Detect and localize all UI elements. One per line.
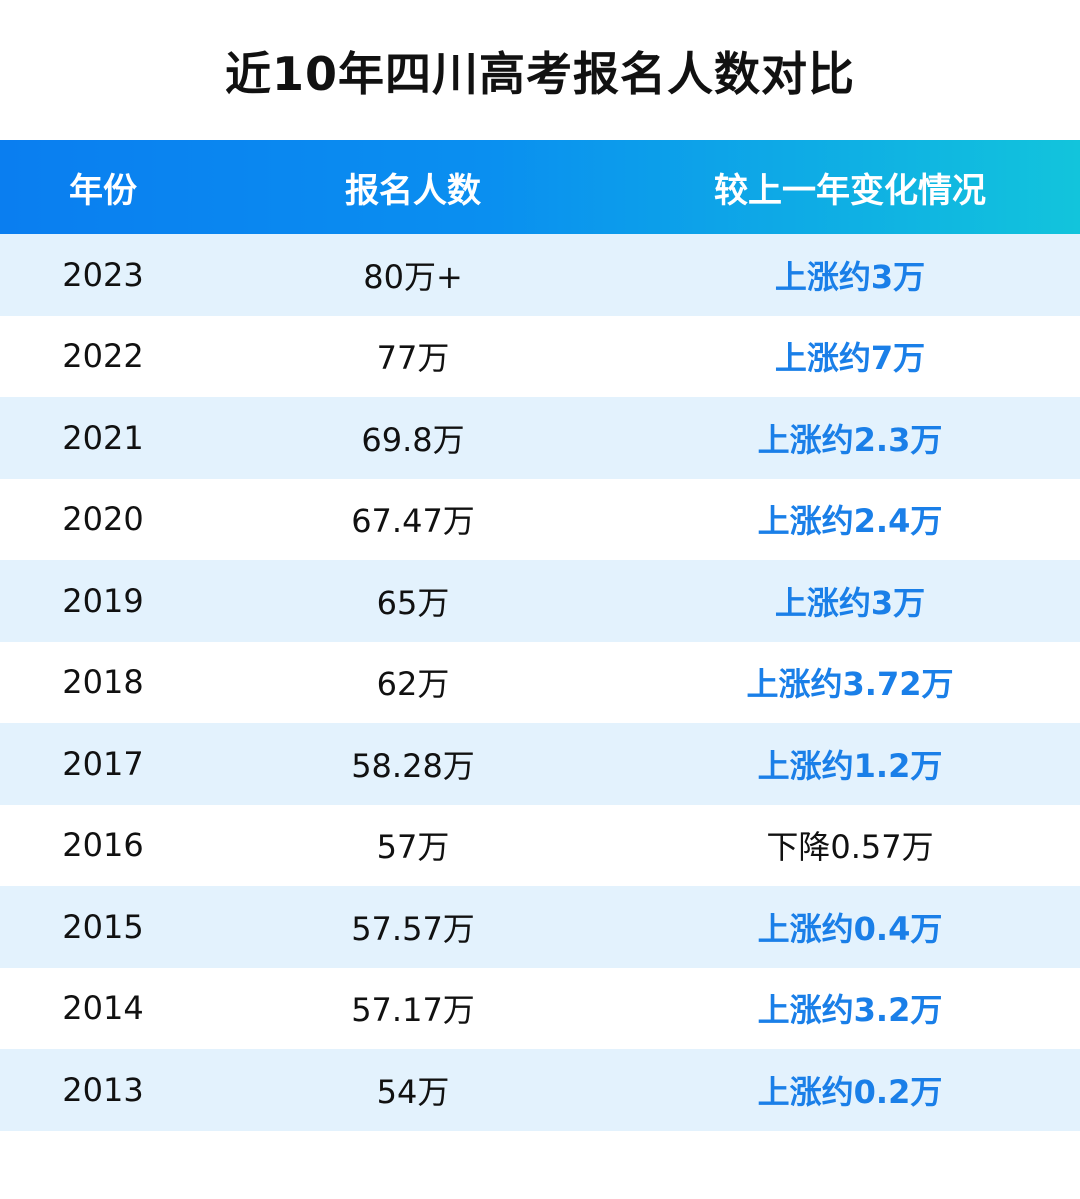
count-cell: 80万+ (363, 257, 463, 296)
change-cell: 上涨约0.2万 (757, 1072, 943, 1111)
count-cell: 69.8万 (361, 420, 465, 459)
year-cell: 2013 (62, 1070, 144, 1109)
header-count: 报名人数 (345, 170, 481, 211)
count-cell: 57.57万 (351, 909, 475, 948)
year-cell: 2017 (62, 744, 144, 783)
change-cell: 上涨约2.3万 (757, 420, 943, 459)
change-cell: 上涨约7万 (774, 339, 926, 378)
count-cell: 65万 (376, 583, 450, 622)
year-cell: 2020 (62, 500, 144, 539)
table-header-row: 年份 报名人数 较上一年变化情况 (0, 140, 1080, 234)
header-year: 年份 (69, 170, 137, 211)
change-cell: 上涨约0.4万 (757, 909, 943, 948)
count-cell: 57万 (376, 828, 450, 867)
change-cell: 上涨约3.72万 (746, 665, 954, 704)
table-row: 2018 62万 上涨约3.72万 (0, 641, 1080, 723)
year-cell: 2021 (62, 418, 144, 457)
table-row: 2016 57万 下降0.57万 (0, 804, 1080, 886)
count-cell: 58.28万 (351, 746, 475, 785)
registration-table: 年份 报名人数 较上一年变化情况 2023 80万+ 上涨约3万 2022 77… (0, 140, 1080, 1131)
year-cell: 2019 (62, 581, 144, 620)
table-row: 2022 77万 上涨约7万 (0, 315, 1080, 397)
table-row: 2023 80万+ 上涨约3万 (0, 234, 1080, 316)
table-row: 2020 67.47万 上涨约2.4万 (0, 478, 1080, 560)
count-cell: 54万 (376, 1072, 450, 1111)
change-cell: 上涨约3.2万 (757, 991, 943, 1030)
table-row: 2015 57.57万 上涨约0.4万 (0, 886, 1080, 968)
table-row: 2019 65万 上涨约3万 (0, 560, 1080, 642)
table-row: 2013 54万 上涨约0.2万 (0, 1049, 1080, 1131)
table-row: 2021 69.8万 上涨约2.3万 (0, 397, 1080, 479)
header-change: 较上一年变化情况 (714, 170, 986, 211)
table-row: 2014 57.17万 上涨约3.2万 (0, 967, 1080, 1049)
count-cell: 67.47万 (351, 502, 475, 541)
table-row: 2017 58.28万 上涨约1.2万 (0, 723, 1080, 805)
change-cell: 上涨约3万 (774, 583, 926, 622)
year-cell: 2014 (62, 989, 144, 1028)
year-cell: 2015 (62, 907, 144, 946)
year-cell: 2018 (62, 663, 144, 702)
year-cell: 2022 (62, 337, 144, 376)
year-cell: 2016 (62, 826, 144, 865)
page-title: 近10年四川高考报名人数对比 (224, 47, 855, 101)
count-cell: 77万 (376, 339, 450, 378)
year-cell: 2023 (62, 255, 144, 294)
count-cell: 57.17万 (351, 991, 475, 1030)
count-cell: 62万 (376, 665, 450, 704)
change-cell: 上涨约1.2万 (757, 746, 943, 785)
change-cell: 上涨约2.4万 (757, 502, 943, 541)
change-cell: 上涨约3万 (774, 257, 926, 296)
change-cell: 下降0.57万 (766, 828, 934, 867)
